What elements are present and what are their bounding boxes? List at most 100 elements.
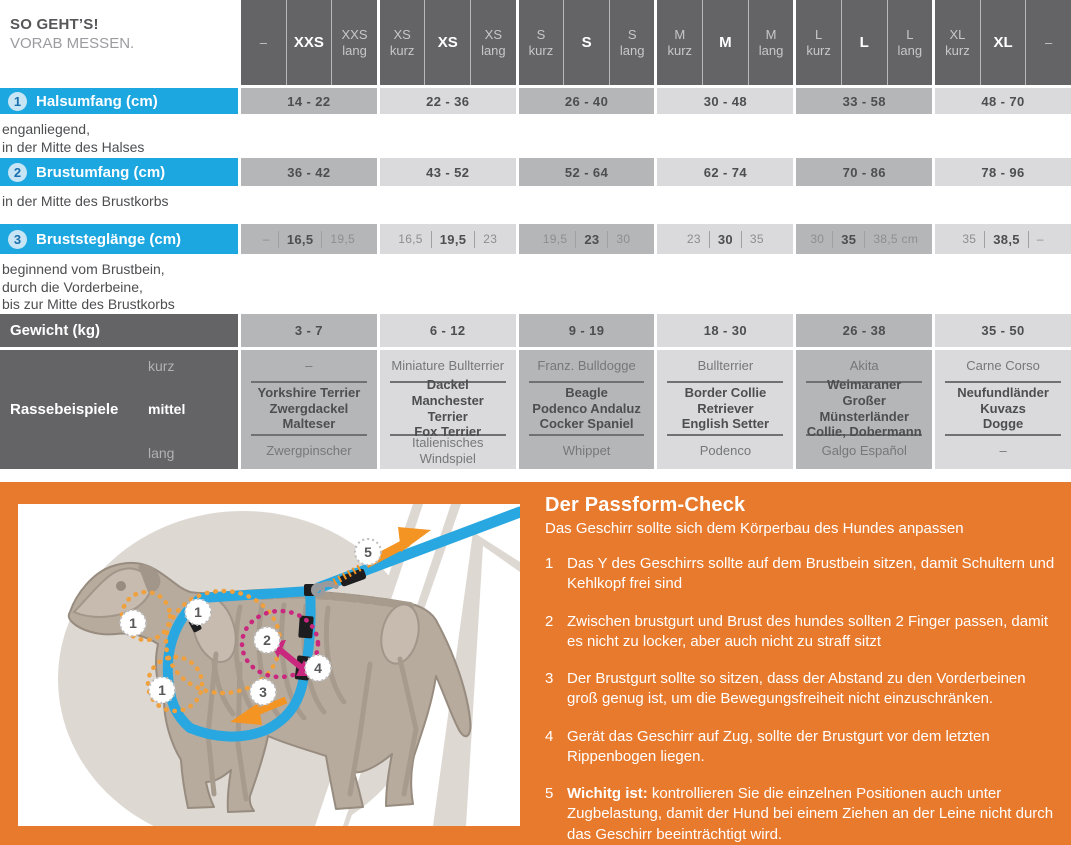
size-group-m: M kurz M M lang [657,0,794,85]
rasse-cell: Franz. Bulldogge Beagle Podenco Andaluz … [518,350,655,469]
rasse-cell: Akita Weimaraner Großer Münsterländer Co… [796,350,933,469]
item-number: 2 [545,612,554,630]
rasse-kurz: Akita [849,357,879,373]
row-bruststeglaenge-values: –16,5 19,5 16,5 19,5 23 19,5 23 30 23 30 35 30 3… [241,224,1071,254]
row-brustumfang: 2 Brustumfang (cm) 36 - 42 43 - 52 52 - … [0,158,1071,186]
triple-left: 16,5 [398,232,423,246]
rasse-sublabels: kurz mittel lang [148,350,238,469]
size-variant-label: – [259,34,267,50]
row-rassebeispiele: Rassebeispiele kurz mittel lang – Yorksh… [0,350,1071,469]
passform-item-5: 5 Wichitg ist: kontrollieren Sie die ein… [545,784,1060,845]
passform-check-text: Der Passform-Check Das Geschirr sollte s… [545,494,1060,845]
rasse-mittel: Dackel Manchester Terrier Fox Terrier [389,377,506,439]
size-header-cells: – XXS XXS lang XS kurz XS XS lang S kurz… [241,0,1071,85]
size-variant-label: XS lang [481,26,506,58]
item-number: 4 [545,727,554,745]
size-variant-label: S lang [619,26,645,58]
value-cell: 18 - 30 [703,323,748,338]
value-cell: 6 - 12 [429,323,466,338]
size-group-xl: XL kurz XL – [935,0,1071,85]
value-cell: 78 - 96 [981,164,1025,180]
passform-item-2: 2 Zwischen brustgurt und Brust des hunde… [545,612,1060,653]
value-cell: 26 - 40 [564,93,609,109]
item-number: 1 [545,555,554,572]
row-label: Bruststeglänge (cm) [36,230,182,248]
rasse-lang: Italienisches Windspiel [411,434,484,466]
value-cell: 26 - 38 [842,323,886,338]
rasse-sublabel-lang: lang [148,444,175,461]
size-variant-label: XXS lang [341,26,368,58]
note-halsumfang: enganliegend, in der Mitte des Halses [2,121,145,155]
diagram-badge-1: 1 [129,615,137,631]
triple-cell: 30 35 38,5 cm [796,224,933,254]
rasse-label: Rassebeispiele [10,401,119,418]
step-2-badge: 2 [8,162,27,182]
size-group-l: L kurz L L lang [796,0,933,85]
size-group-s: S kurz S S lang [518,0,655,85]
row-rassebeispiele-values: – Yorkshire Terrier Zwergdackel Malteser… [241,350,1071,469]
row-rassebeispiele-label: Rassebeispiele kurz mittel lang [0,350,238,469]
item-text: Zwischen brustgurt und Brust des hundes … [567,612,1049,650]
table-subtitle: VORAB MESSEN. [10,35,135,52]
row-label: Halsumfang (cm) [36,92,158,110]
row-halsumfang-values: 14 - 22 22 - 36 26 - 40 30 - 48 33 - 58 … [241,88,1071,114]
rasse-kurz: Franz. Bulldogge [537,357,636,373]
table-title-block: SO GEHT’S! VORAB MESSEN. [0,0,238,85]
passform-item-4: 4 Gerät das Geschirr auf Zug, sollte der… [545,727,1060,768]
triple-left: 19,5 [542,232,568,246]
passform-list: 1 Das Y des Geschirrs sollte auf dem Bru… [545,554,1060,845]
triple-right: 23 [483,232,498,246]
passform-item-1: 1 Das Y des Geschirrs sollte auf dem Bru… [545,554,1060,595]
value-cell: 48 - 70 [981,93,1025,109]
value-cell: 9 - 19 [568,323,605,338]
item-text: Das Y des Geschirrs sollte auf dem Brust… [567,555,1055,593]
rasse-lang: Podenco [699,442,752,458]
item-text: Der Brustgurt sollte so sitzen, dass der… [567,670,1026,708]
rasse-kurz: – [305,357,313,373]
rasse-kurz: Bullterrier [697,357,754,373]
rasse-lang: Whippet [562,442,611,458]
diagram-badge-1: 1 [158,682,166,698]
value-cell: 33 - 58 [842,93,886,109]
rasse-kurz: Carne Corso [966,357,1040,373]
triple-cell: 23 30 35 [657,224,794,254]
size-group-xs: XS kurz XS XS lang [379,0,516,85]
size-main-label: XL [979,0,1027,85]
rasse-cell: Miniature Bullterrier Dackel Manchester … [379,350,516,469]
diagram-badge-2: 2 [263,632,271,648]
row-gewicht-values: 3 - 7 6 - 12 9 - 19 18 - 30 26 - 38 35 -… [241,314,1071,347]
size-group-xxs: – XXS XXS lang [241,0,377,85]
triple-cell: 16,5 19,5 23 [379,224,516,254]
diagram-badge-3: 3 [259,684,267,700]
size-variant-label: XL kurz [945,26,970,58]
item-text: Wichitg ist: kontrollieren Sie die einze… [567,785,1054,843]
size-variant-label: XS kurz [389,26,415,58]
triple-left: – [262,232,270,246]
dog-skeleton-illustration-icon: 1 1 1 2 3 4 5 [58,504,526,845]
value-cell: 62 - 74 [703,164,748,180]
triple-mid: 19,5 [430,230,476,248]
dog-harness-diagram: 1 1 1 2 3 4 5 [18,504,526,845]
triple-right: 38,5 cm [873,232,919,246]
note-bruststeglaenge: beginnend vom Brustbein, durch die Vorde… [2,261,175,312]
triple-mid: 23 [575,230,609,248]
value-cell: 52 - 64 [564,164,609,180]
row-gewicht-label: Gewicht (kg) [0,314,238,347]
triple-mid: 35 [832,230,866,248]
size-variant-label: M lang [758,26,784,58]
value-cell: 30 - 48 [703,93,748,109]
diagram-badge-1: 1 [194,604,202,620]
rasse-cell: Carne Corso Neufundländer Kuvazs Dogge – [935,350,1071,469]
row-halsumfang-label: 1 Halsumfang (cm) [0,88,238,114]
rasse-sublabel-kurz: kurz [148,357,175,374]
triple-left: 30 [810,232,825,246]
size-table: SO GEHT’S! VORAB MESSEN. – XXS XXS lang … [0,0,1071,469]
passform-item-3: 3 Der Brustgurt sollte so sitzen, dass d… [545,669,1060,710]
rasse-mittel: Weimaraner Großer Münsterländer Collie, … [806,377,923,440]
size-main-label: M [702,0,749,85]
size-main-label: XS [424,0,472,85]
triple-mid: 16,5 [277,230,323,248]
triple-mid: 38,5 [984,230,1029,248]
rasse-kurz: Miniature Bullterrier [391,357,505,373]
